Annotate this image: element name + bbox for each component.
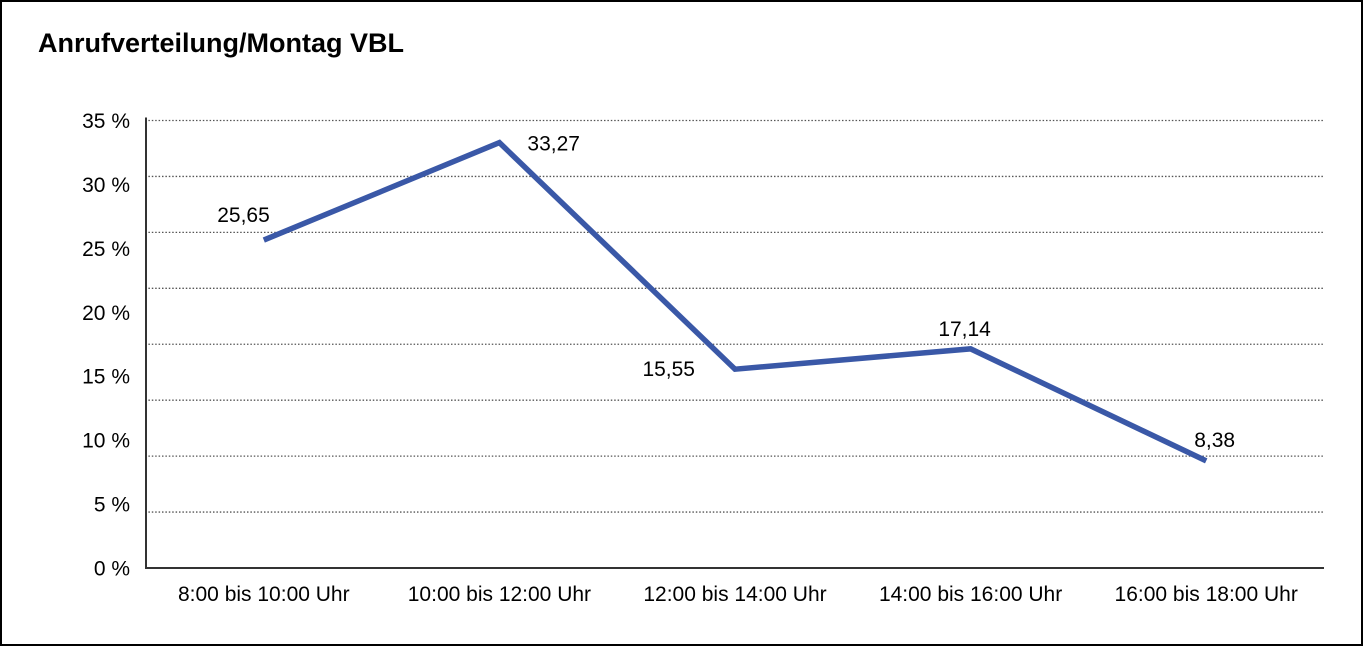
data-value-label: 33,27 bbox=[527, 133, 580, 156]
y-axis-tick-label: 10 % bbox=[82, 430, 130, 453]
y-axis-tick-label: 15 % bbox=[82, 366, 130, 389]
x-axis-tick-label: 14:00 bis 16:00 Uhr bbox=[879, 583, 1062, 606]
x-axis-tick-label: 10:00 bis 12:00 Uhr bbox=[408, 583, 591, 606]
y-axis-tick-label: 30 % bbox=[82, 174, 130, 197]
series-line bbox=[262, 139, 1208, 464]
y-axis-tick-label: 20 % bbox=[82, 302, 130, 325]
chart-title: Anrufverteilung/Montag VBL bbox=[38, 28, 404, 58]
y-axis-tick-label: 35 % bbox=[82, 110, 130, 133]
data-value-label: 8,38 bbox=[1194, 429, 1235, 452]
data-value-label: 17,14 bbox=[938, 318, 991, 341]
y-axis-tick-label: 25 % bbox=[82, 238, 130, 261]
x-axis-tick-label: 8:00 bis 10:00 Uhr bbox=[178, 583, 350, 606]
x-axis-tick-label: 12:00 bis 14:00 Uhr bbox=[643, 583, 826, 606]
x-axis-tick-label: 16:00 bis 18:00 Uhr bbox=[1115, 583, 1298, 606]
y-axis-tick-label: 0 % bbox=[94, 558, 130, 581]
data-value-label: 15,55 bbox=[642, 358, 695, 381]
data-value-label: 25,65 bbox=[217, 204, 270, 227]
y-axis-tick-label: 5 % bbox=[94, 494, 130, 517]
